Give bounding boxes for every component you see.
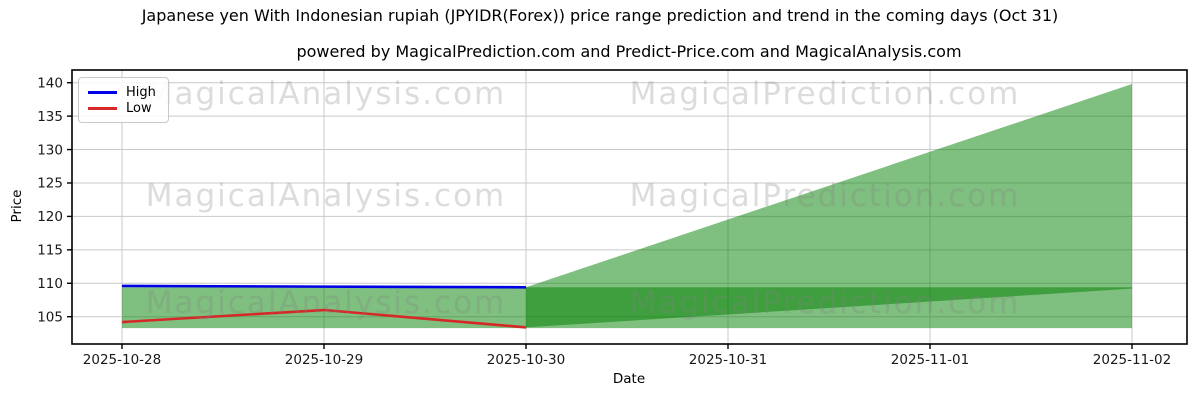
low-line bbox=[121, 308, 527, 329]
x-tick-label: 2025-10-30 bbox=[487, 352, 565, 368]
y-tick-label: 125 bbox=[37, 176, 63, 192]
legend-item-low: Low bbox=[88, 100, 156, 116]
x-tick-label: 2025-10-29 bbox=[285, 352, 363, 368]
y-tick-label: 130 bbox=[37, 142, 63, 158]
low-line-swatch bbox=[88, 106, 117, 110]
x-tick-label: 2025-11-01 bbox=[891, 352, 969, 368]
high-line-swatch bbox=[88, 90, 117, 94]
x-tick-label: 2025-10-28 bbox=[83, 352, 161, 368]
y-tick-label: 135 bbox=[37, 109, 63, 125]
x-tick-label: 2025-10-31 bbox=[689, 352, 767, 368]
high-line bbox=[121, 284, 527, 289]
y-tick-label: 105 bbox=[37, 309, 63, 325]
legend-item-high: High bbox=[88, 84, 156, 100]
y-tick-label: 120 bbox=[37, 209, 63, 225]
x-axis-label: Date bbox=[612, 371, 646, 387]
chart-title: Japanese yen With Indonesian rupiah (JPY… bbox=[141, 6, 1059, 25]
plot-border bbox=[71, 69, 1188, 345]
legend: High Low bbox=[78, 77, 169, 123]
prediction-fan bbox=[526, 84, 1132, 328]
legend-label-high: High bbox=[126, 84, 156, 100]
x-tick-label: 2025-11-02 bbox=[1093, 352, 1171, 368]
y-tick-label: 115 bbox=[37, 243, 63, 259]
legend-label-low: Low bbox=[126, 100, 152, 116]
y-tick-label: 140 bbox=[37, 75, 63, 91]
chart-subtitle: powered by MagicalPrediction.com and Pre… bbox=[296, 42, 962, 61]
y-axis-label: Price bbox=[9, 189, 25, 223]
y-tick-label: 110 bbox=[37, 276, 63, 292]
